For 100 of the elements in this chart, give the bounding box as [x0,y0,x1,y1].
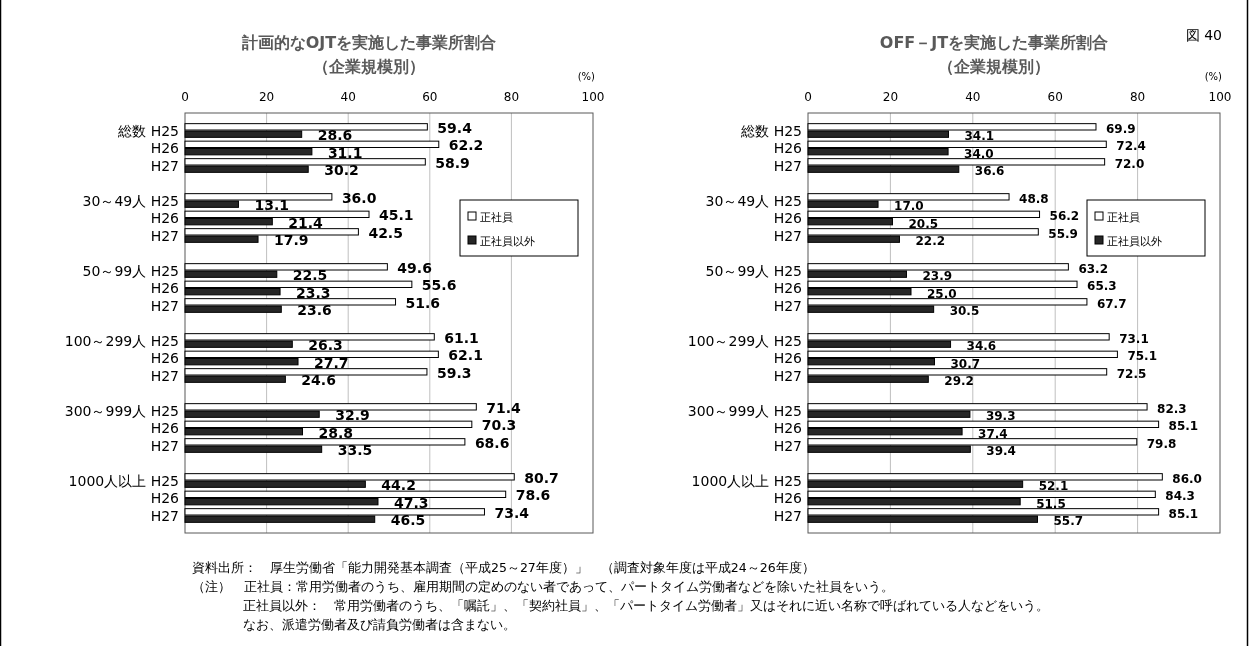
y-tick-label: H26 [150,350,180,366]
chart-subtitle: （企業規模別） [938,57,1050,76]
data-label: 27.7 [314,354,349,371]
data-label: 34.1 [964,129,995,144]
data-label: 22.2 [915,234,946,249]
y-tick-label: H27 [150,507,179,524]
y-tick-label: H26 [150,280,180,296]
y-tick-label: H26 [773,420,803,436]
data-label: 45.1 [379,207,414,224]
x-tick-label: 20 [882,90,899,104]
data-label: 47.3 [393,494,429,511]
data-label: 36.6 [974,164,1005,179]
y-tick-label: H27 [150,297,179,314]
data-label: 17.9 [274,232,309,249]
data-label: 51.6 [405,294,441,311]
data-label: 55.7 [1053,514,1084,529]
y-tick-label: H27 [773,297,802,314]
y-tick-label: H26 [150,420,180,436]
data-label: 30.7 [950,356,981,371]
data-label: 59.3 [436,364,472,381]
x-tick-label: 60 [1047,90,1063,104]
data-label: 80.7 [524,469,559,486]
legend-label: 正社員以外 [480,235,535,248]
data-label: 73.4 [494,504,530,521]
data-label: 39.4 [986,444,1016,459]
data-label: 71.4 [486,399,522,416]
data-label: 28.6 [317,127,353,144]
data-label: 37.4 [978,426,1008,441]
data-label: 23.3 [296,284,331,301]
data-label: 58.9 [435,154,470,171]
data-label: 23.6 [297,302,332,319]
legend-label: 正社員 [1107,211,1140,224]
y-tick-label: H26 [773,140,803,156]
data-label: 44.2 [381,477,416,494]
y-tick-label: 50～99人 H25 [705,262,802,279]
x-tick-label: 100 [1208,90,1232,104]
data-label: 82.3 [1157,401,1187,416]
data-label: 85.1 [1168,506,1199,521]
data-label: 72.5 [1116,366,1147,381]
y-tick-label: H26 [773,490,803,506]
y-tick-label: 300～999人 H25 [64,402,179,419]
data-label: 55.9 [1048,226,1078,241]
data-label: 62.2 [448,137,484,154]
x-tick-label: 40 [965,90,981,104]
data-label: 61.1 [444,329,479,346]
y-tick-label: H26 [773,350,803,366]
data-label: 63.2 [1078,261,1108,276]
data-label: 65.3 [1087,279,1117,294]
text: 資料出所： 厚生労働省「能力開発基本調査（平成25～27年度）」 （調査対象年度は平成24～26年度） [192,560,815,575]
x-tick-label: 60 [422,90,438,104]
y-tick-label: 1000人以上 H25 [68,472,179,489]
x-tick-label: 80 [503,90,520,104]
data-label: 39.3 [985,409,1016,424]
text: 正社員以外： 常用労働者のうち、「嘱託」、「契約社員」、「パートタイム労働者」又はそれに近い名称で呼ばれている人などをいう。 [243,598,1049,613]
y-tick-label: H27 [150,157,179,174]
data-label: 26.3 [308,337,343,354]
data-label: 13.1 [254,197,289,214]
data-label: 29.2 [944,374,974,389]
data-label: 68.6 [474,434,510,451]
y-tick-label: 100～299人 H25 [687,332,802,349]
data-label: 72.0 [1114,156,1145,171]
legend-label: 正社員以外 [1107,235,1162,248]
data-label: 25.0 [927,286,957,301]
y-tick-label: H27 [773,227,802,244]
y-tick-label: 総数 H25 [740,122,802,139]
y-tick-label: H27 [773,157,802,174]
chart-title: OFF－JTを実施した事業所割合 [879,33,1109,52]
data-label: 24.6 [301,372,336,389]
caption: 図 40 [1185,27,1222,43]
y-tick-label: 30～49人 H25 [82,192,179,209]
data-label: 22.5 [292,267,328,284]
y-tick-label: H27 [773,367,802,384]
data-label: 31.1 [327,144,363,161]
y-tick-label: H27 [773,437,802,454]
y-tick-label: 1000人以上 H25 [691,472,802,489]
y-tick-label: H26 [150,210,180,226]
data-label: 48.8 [1019,191,1049,206]
data-label: 49.6 [397,259,432,276]
data-label: 42.5 [368,224,403,241]
data-label: 56.2 [1049,209,1080,224]
data-label: 75.1 [1127,349,1158,364]
y-tick-label: H26 [773,280,803,296]
data-label: 32.9 [335,407,370,424]
y-tick-label: 300～999人 H25 [687,402,802,419]
x-tick-label: 40 [340,90,356,104]
data-label: 84.3 [1165,489,1195,504]
data-label: 55.6 [421,277,457,294]
data-label: 79.8 [1146,436,1177,451]
y-tick-label: H27 [773,507,802,524]
y-tick-label: 50～99人 H25 [82,262,179,279]
chart-subtitle: （企業規模別） [313,57,425,76]
y-tick-label: H26 [150,490,180,506]
data-label: 67.7 [1096,296,1127,311]
data-label: 72.4 [1116,139,1146,154]
data-label: 85.1 [1168,419,1199,434]
y-tick-label: H27 [150,437,179,454]
data-label: 34.0 [964,146,994,161]
data-label: 28.8 [318,424,354,441]
data-label: 33.5 [337,442,373,459]
y-tick-label: H26 [773,210,803,226]
